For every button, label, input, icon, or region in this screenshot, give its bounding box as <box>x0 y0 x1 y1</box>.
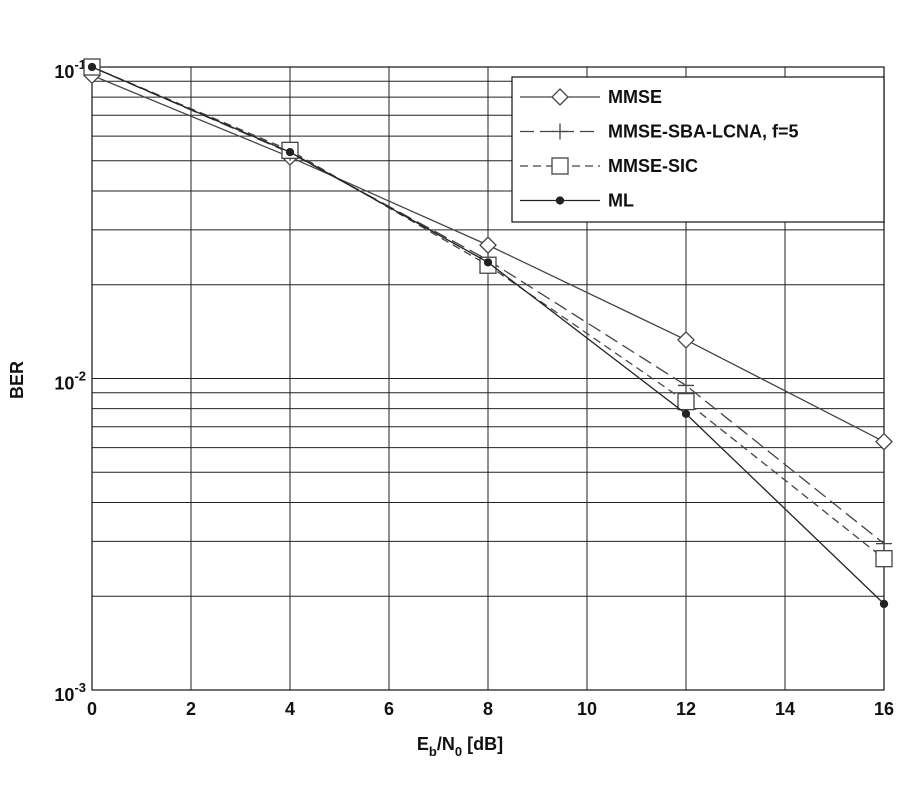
x-tick-label: 10 <box>577 699 597 719</box>
legend-label: ML <box>608 190 634 210</box>
legend-marker <box>555 196 565 205</box>
legend-label: MMSE <box>608 87 662 107</box>
y-tick-label: 10-1 <box>54 57 86 82</box>
legend-marker <box>551 88 569 106</box>
marker <box>875 550 893 568</box>
x-tick-label: 12 <box>676 699 696 719</box>
x-tick-label: 4 <box>285 699 295 719</box>
plot-frame <box>91 66 885 691</box>
legend-label: MMSE-SIC <box>608 156 698 176</box>
legend-marker <box>551 157 569 175</box>
x-tick-label: 16 <box>874 699 894 719</box>
marker <box>479 236 497 255</box>
marker <box>681 409 691 419</box>
marker <box>875 432 893 451</box>
y-axis-label: BER <box>7 361 27 399</box>
marker <box>677 392 695 411</box>
x-tick-label: 8 <box>483 699 493 719</box>
marker <box>285 147 295 157</box>
y-tick-label: 10-2 <box>54 368 86 393</box>
marker <box>678 377 694 394</box>
marker <box>87 62 97 72</box>
x-tick-label: 6 <box>384 699 394 719</box>
x-tick-label: 14 <box>775 699 795 719</box>
marker <box>876 535 892 552</box>
legend-box <box>511 76 885 223</box>
marker <box>677 331 695 349</box>
legend-label: MMSE-SBA-LCNA, f=5 <box>608 121 799 141</box>
marker <box>483 258 493 267</box>
x-axis-label: Eb/N0 [dB] <box>417 734 503 759</box>
y-tick-label: 10-3 <box>54 680 86 705</box>
legend-marker <box>552 123 568 140</box>
marker <box>879 599 889 609</box>
x-tick-label: 2 <box>186 699 196 719</box>
x-tick-label: 0 <box>87 699 97 719</box>
